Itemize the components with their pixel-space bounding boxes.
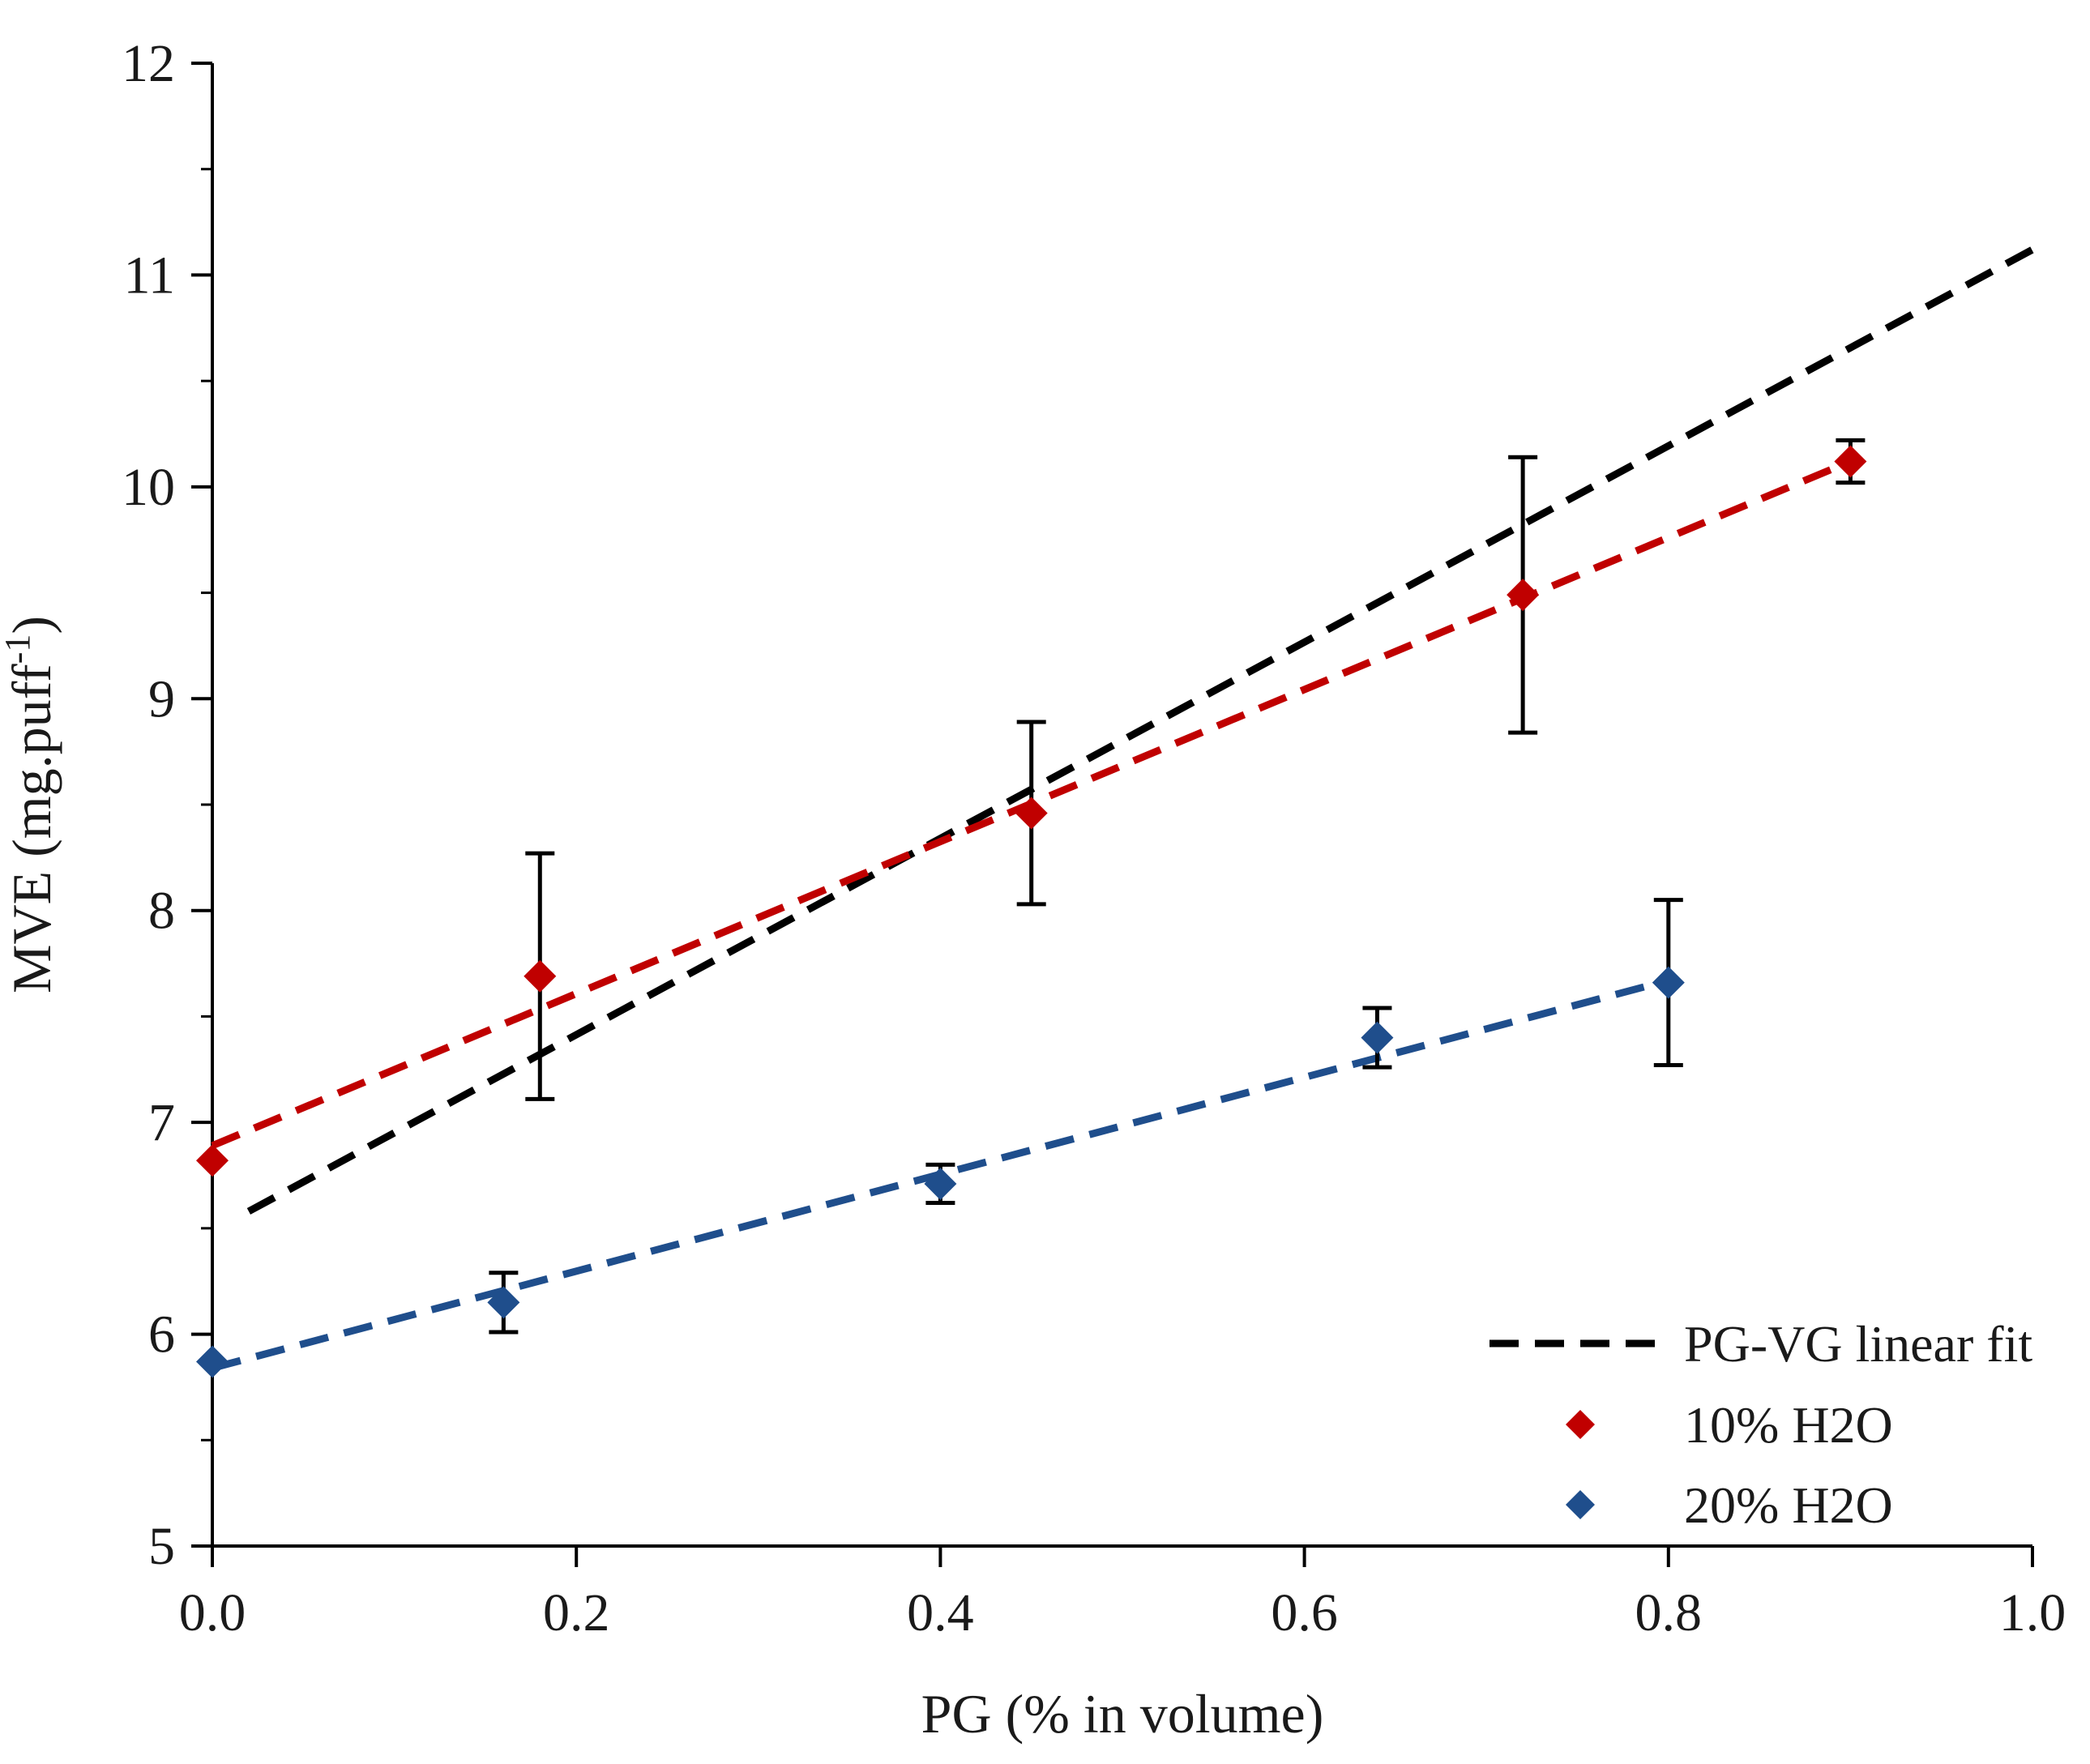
x-tick-label: 0.6 — [1271, 1583, 1338, 1642]
legend-label: 10% H2O — [1684, 1396, 1893, 1454]
y-title-main: MVE (mg.puff — [1, 664, 62, 993]
x-tick-label: 0.2 — [543, 1583, 610, 1642]
legend-marker — [1566, 1490, 1595, 1519]
legend-label: 20% H2O — [1684, 1476, 1893, 1534]
legend-label: PG-VG linear fit — [1684, 1315, 2032, 1373]
fit-lines — [211, 246, 2035, 1372]
data-point-10-h2o — [1507, 579, 1540, 612]
y-tick-label: 7 — [148, 1093, 175, 1152]
x-tick-label: 0.4 — [907, 1583, 974, 1642]
error-bars — [489, 438, 1866, 1335]
data-point-20-h2o — [196, 1345, 229, 1378]
y-title-superscript: -1 — [0, 634, 37, 664]
y-title-close: ) — [1, 616, 62, 634]
data-point-20-h2o — [1652, 966, 1685, 999]
y-tick-label: 10 — [122, 458, 175, 517]
data-point-10-h2o — [1834, 445, 1867, 478]
data-point-10-h2o — [524, 959, 557, 993]
legend: PG-VG linear fit 10% H2O 20% H2O — [1489, 1315, 2032, 1534]
linear-fit-line — [246, 246, 2035, 1215]
y-tick-label: 5 — [148, 1517, 175, 1576]
y-axis-title: MVE (mg.puff-1) — [0, 616, 62, 993]
y-tick-label: 6 — [148, 1305, 175, 1365]
y-tick-label: 12 — [122, 34, 175, 93]
legend-marker — [1566, 1410, 1595, 1439]
data-point-20-h2o — [1361, 1021, 1394, 1054]
markers — [196, 445, 1867, 1378]
y-tick-label: 9 — [148, 669, 175, 728]
y-tick-label: 8 — [148, 882, 175, 941]
x-axis-title: PG (% in volume) — [921, 1683, 1324, 1745]
data-point-20-h2o — [924, 1167, 957, 1200]
axes: 5 6 7 8 9 10 11 12 0.0 0.2 0.4 0.6 0.8 1.0 — [122, 34, 2066, 1642]
x-tick-label: 1.0 — [1999, 1583, 2066, 1642]
x-tick-label: 0.0 — [179, 1583, 246, 1642]
data-point-10-h2o — [196, 1144, 229, 1177]
y-tick-label: 11 — [123, 246, 175, 305]
data-point-20-h2o — [487, 1286, 520, 1319]
data-point-10-h2o — [1015, 797, 1048, 830]
x-tick-label: 0.8 — [1635, 1583, 1703, 1642]
